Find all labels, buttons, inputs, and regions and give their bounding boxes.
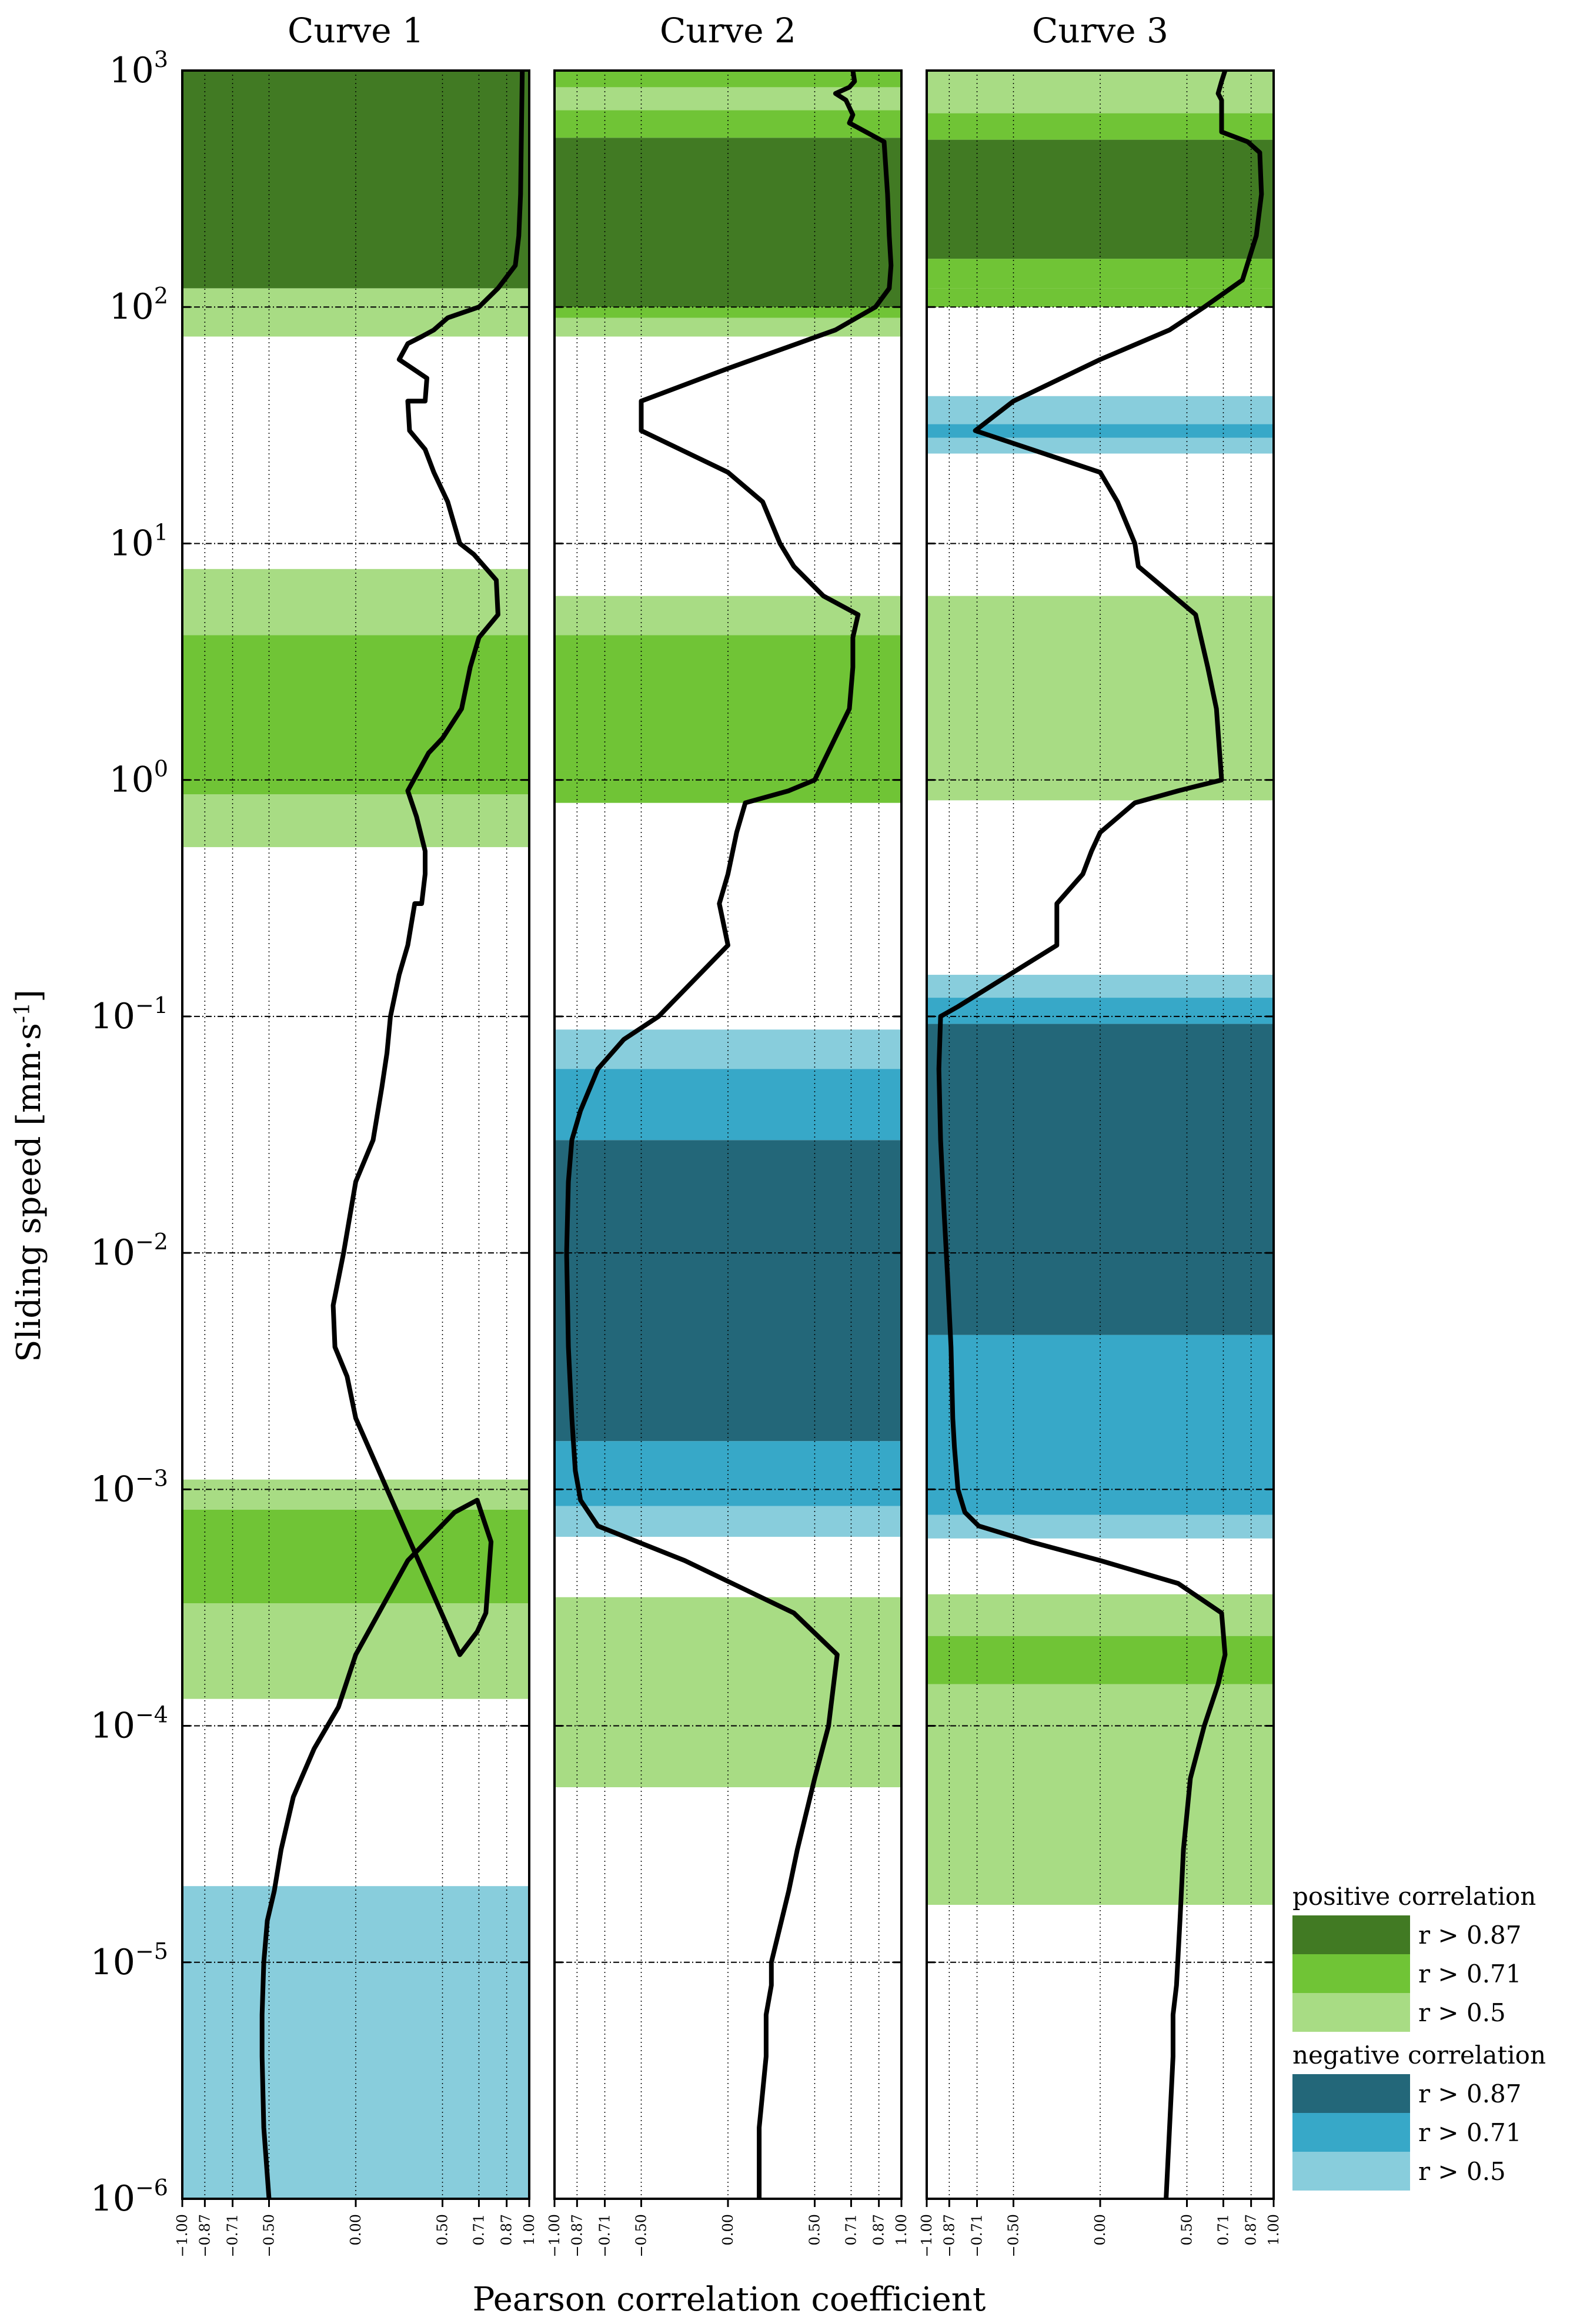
legend-label: r > 0.5	[1418, 2157, 1506, 2186]
legend-label: r > 0.5	[1418, 1998, 1506, 2027]
y-tick-label: 10−4	[91, 1702, 168, 1747]
correlation-curve	[259, 70, 525, 2199]
x-tick-label: −0.87	[196, 2214, 213, 2258]
panel-1: Curve 1 −1.00 −0.87 −0.71 −0.50 0.00 0.50 0.71 0…	[174, 11, 537, 2258]
x-tick-label: 0.00	[1092, 2214, 1108, 2245]
x-tick-label: −0.50	[633, 2214, 650, 2258]
x-tick-label: 0.00	[348, 2214, 364, 2245]
x-tick-label: −0.71	[969, 2214, 986, 2258]
x-tick-label: 0.71	[470, 2214, 487, 2245]
band-neg-medium	[554, 1441, 901, 1506]
legend-swatch	[1292, 1954, 1410, 1993]
x-tick-label: −1.00	[174, 2214, 191, 2258]
band-pos-medium	[554, 770, 901, 803]
y-tick-label: 103	[109, 46, 168, 91]
x-tick-label: −0.71	[597, 2214, 613, 2258]
y-axis: 10−6 10−5 10−4 10−3 10−2 10−1 100 101 102 103	[91, 46, 168, 2219]
panels-layer: Curve 1 −1.00 −0.87 −0.71 −0.50 0.00 0.50 0.71 0…	[174, 11, 1282, 2258]
panel-title: Curve 1	[288, 11, 424, 51]
band-neg-strong	[927, 1024, 1274, 1335]
band-pos-medium	[554, 635, 901, 771]
x-tick-label: 0.71	[1215, 2214, 1231, 2245]
panel-title: Curve 3	[1032, 11, 1168, 51]
x-tick-label: −0.87	[941, 2214, 957, 2258]
y-tick-label: 101	[109, 519, 168, 564]
x-tick-label: 0.87	[499, 2214, 515, 2245]
band-neg-weak	[927, 975, 1274, 998]
legend-section-title: negative correlation	[1292, 2041, 1546, 2069]
x-tick-label: −0.50	[1006, 2214, 1022, 2258]
x-tick-label: 0.50	[1179, 2214, 1195, 2245]
legend-section-title: positive correlation	[1292, 1882, 1536, 1911]
y-tick-label: 10−1	[91, 992, 168, 1037]
x-tick-label: 1.00	[893, 2214, 910, 2245]
y-tick-label: 102	[109, 283, 168, 327]
band-pos-medium	[554, 307, 901, 318]
x-tick-label: −0.71	[225, 2214, 241, 2258]
y-tick-label: 10−3	[91, 1465, 168, 1510]
x-tick-label: 0.50	[435, 2214, 451, 2245]
panel-2: Curve 2 −1.00 −0.87 −0.71 −0.50 0.00 0.50 0.71 0…	[546, 11, 910, 2258]
x-tick-label: −1.00	[918, 2214, 935, 2258]
x-tick-label: 0.71	[843, 2214, 859, 2245]
legend: positive correlation r > 0.87 r > 0.71 r > …	[1292, 1882, 1546, 2191]
legend-swatch	[1292, 1915, 1410, 1954]
x-tick-label: −0.50	[261, 2214, 278, 2258]
x-tick-label: 1.00	[521, 2214, 537, 2245]
x-tick-label: 0.87	[871, 2214, 887, 2245]
panel-3: Curve 3 −1.00 −0.87 −0.71 −0.50 0.00 0.50 0.71 0…	[918, 11, 1282, 2258]
x-tick-label: 0.87	[1243, 2214, 1260, 2245]
correlation-curve	[564, 70, 894, 2199]
x-tick-label: 0.00	[720, 2214, 736, 2245]
band-pos-strong	[554, 138, 901, 307]
x-tick-label: −1.00	[546, 2214, 563, 2258]
y-tick-label: 10−5	[91, 1938, 168, 1983]
legend-swatch	[1292, 2152, 1410, 2191]
band-pos-medium	[927, 113, 1274, 140]
legend-swatch	[1292, 1993, 1410, 2032]
x-axis-label: Pearson correlation coefficient	[473, 2280, 986, 2319]
band-neg-medium	[927, 998, 1274, 1024]
band-pos-weak	[927, 1594, 1274, 1636]
x-tick-label: 0.50	[807, 2214, 823, 2245]
y-tick-label: 10−2	[91, 1229, 168, 1273]
band-neg-medium	[927, 424, 1274, 438]
panel-title: Curve 2	[660, 11, 796, 51]
legend-swatch	[1292, 2113, 1410, 2152]
band-pos-strong	[182, 71, 529, 289]
y-axis-label: Sliding speed [mm·s-1]	[10, 989, 48, 1362]
x-tick-label: −0.87	[569, 2214, 585, 2258]
band-pos-medium	[927, 259, 1274, 289]
y-tick-label: 100	[109, 756, 168, 801]
legend-label: r > 0.71	[1418, 2118, 1522, 2147]
legend-label: r > 0.71	[1418, 1959, 1522, 1988]
band-pos-weak	[182, 288, 529, 337]
legend-label: r > 0.87	[1418, 1921, 1522, 1950]
legend-label: r > 0.87	[1418, 2079, 1522, 2108]
x-tick-label: 1.00	[1265, 2214, 1282, 2245]
legend-swatch	[1292, 2074, 1410, 2113]
correlation-curve	[936, 69, 1264, 2199]
panel-frame	[181, 69, 530, 2200]
y-tick-label: 10−6	[91, 2175, 168, 2219]
